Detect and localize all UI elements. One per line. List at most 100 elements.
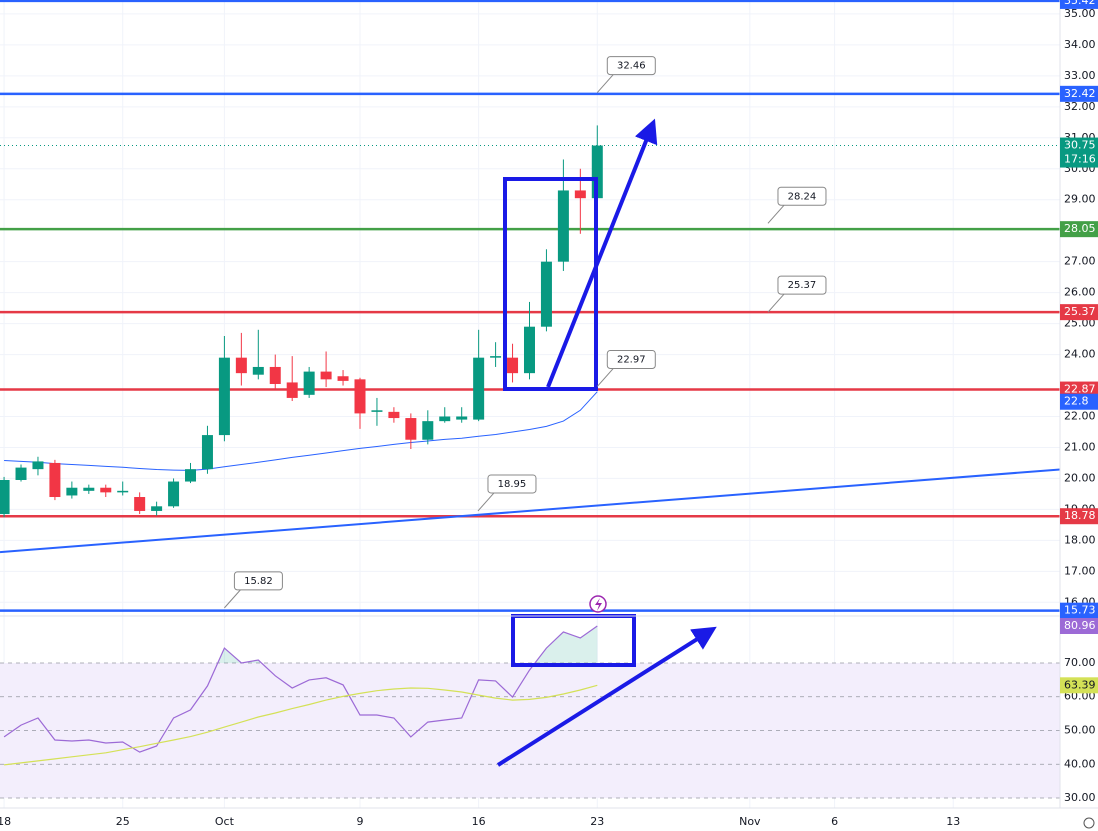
x-tick-label: 9 [357, 815, 364, 828]
callout-label: 22.97 [617, 354, 646, 365]
callout-leader [767, 204, 785, 224]
callout-leader [224, 589, 241, 609]
candle-body [151, 506, 163, 511]
price-badge-label: 22.8 [1064, 395, 1089, 408]
callout-box [777, 275, 827, 295]
trendline [0, 468, 1061, 554]
price-badge-label: 30.75 [1064, 139, 1096, 152]
y-tick-label: 29.00 [1064, 193, 1096, 206]
price-badge [1060, 137, 1098, 168]
x-tick-label: 25 [116, 815, 130, 828]
y-tick-label: 30.00 [1064, 791, 1096, 804]
x-tick-label: Oct [215, 815, 235, 828]
callout-box [606, 56, 656, 76]
callout-box [777, 186, 827, 206]
candle-body [591, 145, 603, 199]
candle-body [473, 357, 485, 420]
x-tick-label: 18 [0, 815, 11, 828]
y-tick-label: 18.00 [1064, 533, 1096, 546]
price-badge-label: 32.42 [1064, 87, 1096, 100]
candle-body [252, 366, 264, 375]
candle-body [405, 418, 417, 440]
value-badge [1060, 617, 1098, 634]
y-tick-label: 50.00 [1064, 724, 1096, 737]
candle-body [422, 421, 434, 440]
candle-body [83, 487, 95, 491]
x-tick-label: 6 [831, 815, 838, 828]
alert-icon [589, 595, 607, 613]
rsi-line [3, 625, 598, 753]
price-badge [1060, 85, 1098, 102]
y-tick-label: 26.00 [1064, 286, 1096, 299]
highlight-box [503, 177, 598, 391]
candle-body [168, 481, 180, 507]
y-tick-label: 20.00 [1064, 471, 1096, 484]
y-tick-label: 40.00 [1064, 757, 1096, 770]
candle-body [32, 461, 44, 470]
candle-body [185, 469, 197, 482]
callout-label: 32.46 [617, 61, 646, 72]
rsi-line [4, 684, 598, 766]
x-tick-label: 16 [472, 815, 486, 828]
candle-body [49, 462, 61, 498]
candle-body [100, 487, 112, 493]
candle-body [218, 357, 230, 436]
candle-body [66, 487, 78, 496]
settings-icon[interactable] [1083, 817, 1095, 829]
price-badge-label: 22.87 [1064, 383, 1096, 396]
price-badge [1060, 393, 1098, 410]
price-badge [1060, 304, 1098, 321]
price-badge [1060, 508, 1098, 525]
arrow [546, 118, 658, 388]
callout-label: 18.95 [498, 479, 527, 490]
callout-leader [596, 368, 614, 387]
price-badge-label: 15.73 [1064, 604, 1096, 617]
candle-body [201, 435, 213, 470]
candle-body [117, 490, 129, 493]
price-badge-label: 25.37 [1064, 305, 1096, 318]
candle-body [371, 410, 383, 412]
x-tick-label: 23 [590, 815, 604, 828]
candle-body [490, 356, 502, 358]
price-badge [1060, 221, 1098, 238]
candle-body [456, 416, 468, 420]
y-tick-label: 70.00 [1064, 656, 1096, 669]
callout-label: 15.82 [244, 576, 273, 587]
candle-body [134, 497, 146, 511]
callout-label: 25.37 [788, 280, 817, 291]
callout-leader [596, 74, 614, 93]
candle-body [303, 371, 315, 395]
y-tick-label: 24.00 [1064, 348, 1096, 361]
candle-body [337, 376, 349, 381]
price-badge [1060, 0, 1098, 9]
x-tick-label: 13 [946, 815, 960, 828]
callout-leader [767, 293, 785, 313]
price-badge-label: 18.78 [1064, 509, 1096, 522]
candle-body [269, 366, 281, 384]
value-badge-label: 63.39 [1064, 678, 1096, 691]
candle-body [540, 261, 552, 327]
callout-box [606, 349, 656, 369]
candle-body [354, 379, 366, 414]
y-tick-label: 17.00 [1064, 564, 1096, 577]
moving-average [4, 391, 598, 471]
x-tick-label: Nov [739, 815, 761, 828]
value-badge-label: 80.96 [1064, 619, 1096, 632]
y-tick-label: 32.00 [1064, 100, 1096, 113]
candle-body [388, 411, 400, 419]
callout-box [233, 571, 283, 591]
candle-body [557, 190, 569, 262]
y-tick-label: 35.00 [1064, 7, 1096, 20]
candle-body [320, 371, 332, 380]
arrow [496, 626, 717, 767]
countdown: 17:16 [1064, 153, 1096, 166]
candle-body [0, 479, 10, 515]
y-tick-label: 27.00 [1064, 255, 1096, 268]
price-badge [1060, 602, 1098, 619]
y-tick-label: 33.00 [1064, 69, 1096, 82]
y-tick-label: 22.00 [1064, 410, 1096, 423]
candle-body [507, 357, 519, 374]
callout-box [487, 474, 537, 494]
y-tick-label: 21.00 [1064, 440, 1096, 453]
